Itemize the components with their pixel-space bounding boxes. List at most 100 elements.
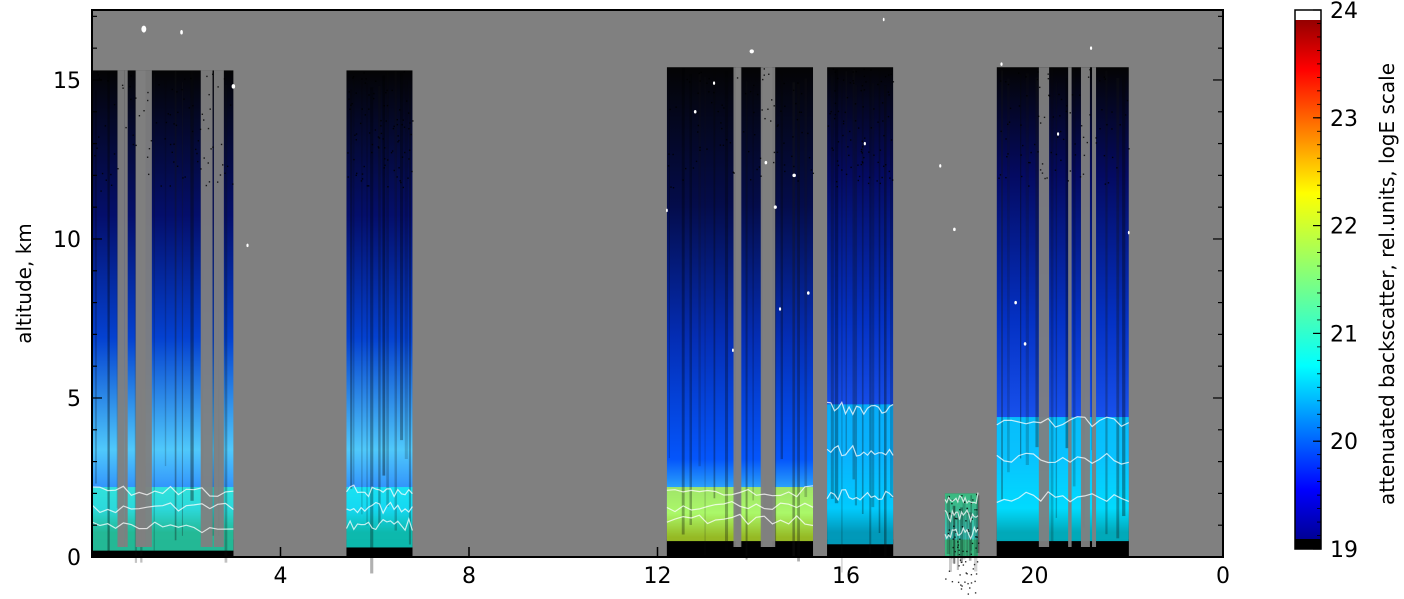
contour-line-5-2 bbox=[944, 508, 979, 524]
noise-dot-1-40 bbox=[105, 179, 107, 181]
noise-dot-6-83 bbox=[1059, 115, 1061, 117]
profile-gap-1-6 bbox=[124, 70, 128, 548]
noise-dot-2-52 bbox=[360, 180, 363, 182]
noise-dot-6-62 bbox=[1026, 95, 1028, 97]
noise-dot-4-20 bbox=[861, 152, 863, 154]
noise-dot-1-36 bbox=[183, 98, 185, 100]
noise-dot-2-10 bbox=[378, 147, 380, 149]
noise-dot-3-84 bbox=[713, 91, 715, 94]
noise-dot-6-55 bbox=[1128, 148, 1130, 150]
noise-dot-3-32 bbox=[773, 151, 776, 154]
contour-line-3-1 bbox=[666, 485, 814, 498]
noise-dot-1-15 bbox=[229, 104, 232, 106]
profile-stripe-1-8 bbox=[164, 79, 167, 467]
noise-dot-1-47 bbox=[98, 136, 100, 138]
noise-dot-2-84 bbox=[363, 72, 365, 74]
noise-dot-5-70 bbox=[951, 502, 953, 505]
noise-dot-2-7 bbox=[386, 104, 389, 107]
noise-dot-6-37 bbox=[1103, 154, 1106, 157]
noise-dot-3-42 bbox=[749, 90, 752, 93]
noise-dot-6-33 bbox=[1028, 185, 1030, 187]
noise-dot-2-20 bbox=[363, 165, 365, 168]
noise-dot-4-64 bbox=[842, 79, 845, 81]
noise-dot-2-21 bbox=[407, 177, 409, 179]
noise-dot-3-46 bbox=[698, 72, 700, 75]
noise-dot-2-34 bbox=[361, 173, 364, 175]
noise-dot-5-39 bbox=[945, 578, 947, 580]
noise-dot-2-53 bbox=[393, 169, 395, 172]
noise-dot-1-70 bbox=[94, 154, 96, 157]
profile-stripe-3-13 bbox=[780, 71, 783, 460]
noise-dot-1-10 bbox=[138, 115, 141, 117]
white-speck-24 bbox=[1127, 230, 1130, 235]
noise-dot-2-50 bbox=[350, 104, 352, 106]
noise-dot-3-51 bbox=[697, 92, 699, 94]
noise-dot-3-69 bbox=[695, 160, 698, 163]
noise-dot-1-26 bbox=[191, 130, 194, 133]
noise-dot-6-64 bbox=[1046, 177, 1048, 179]
profile-stripe-5-10 bbox=[970, 495, 972, 551]
noise-dot-2-81 bbox=[383, 105, 385, 107]
colorbar-tick-label-3: 21 bbox=[1330, 322, 1358, 347]
y-tick-label-3: 10 bbox=[53, 228, 81, 253]
noise-dot-2-66 bbox=[401, 123, 403, 126]
noise-dot-4-47 bbox=[870, 127, 873, 129]
noise-dot-1-45 bbox=[107, 80, 109, 82]
noise-dot-5-2 bbox=[948, 529, 951, 531]
noise-dot-1-20 bbox=[146, 99, 149, 102]
noise-dot-4-16 bbox=[860, 163, 862, 166]
noise-dot-6-24 bbox=[1008, 121, 1011, 123]
profile-stripe-5-1 bbox=[946, 495, 951, 555]
noise-dot-2-70 bbox=[352, 75, 355, 78]
detail-layer bbox=[141, 17, 1130, 353]
profile-stripe-6-5 bbox=[1035, 77, 1039, 448]
noise-dot-1-17 bbox=[147, 91, 149, 94]
noise-dot-6-87 bbox=[1074, 154, 1077, 156]
noise-dot-2-2 bbox=[371, 143, 374, 146]
noise-dot-3-39 bbox=[675, 106, 677, 108]
noise-dot-3-82 bbox=[762, 78, 764, 81]
noise-dot-3-90 bbox=[697, 131, 699, 133]
x-tick-label-3: 12 bbox=[644, 564, 672, 589]
white-speck-18 bbox=[953, 227, 956, 232]
noise-dot-4-56 bbox=[835, 180, 838, 183]
noise-dot-2-77 bbox=[359, 122, 362, 125]
y-tick-label-1: 0 bbox=[67, 546, 81, 571]
profile-stripe-5-11 bbox=[974, 511, 978, 572]
noise-dot-5-54 bbox=[954, 517, 957, 520]
noise-dot-3-25 bbox=[725, 139, 728, 141]
noise-dot-4-81 bbox=[880, 80, 883, 83]
profile-stripe-3-15 bbox=[797, 83, 800, 562]
profile-stripe-3-1 bbox=[668, 81, 670, 459]
noise-dot-3-56 bbox=[798, 111, 801, 113]
noise-dot-1-72 bbox=[181, 88, 183, 91]
white-speck-11 bbox=[773, 205, 777, 209]
noise-dot-4-17 bbox=[832, 68, 835, 70]
noise-dot-1-62 bbox=[130, 75, 132, 77]
profile-stripe-4-5 bbox=[852, 69, 855, 480]
noise-dot-6-41 bbox=[1079, 176, 1082, 178]
noise-dot-4-57 bbox=[873, 154, 875, 156]
noise-dot-2-47 bbox=[407, 112, 410, 114]
noise-dot-2-55 bbox=[355, 92, 357, 94]
noise-dot-4-18 bbox=[850, 166, 852, 169]
noise-dot-2-4 bbox=[352, 77, 354, 79]
profile-stripe-6-4 bbox=[1025, 73, 1029, 466]
noise-dot-2-73 bbox=[396, 119, 398, 121]
profile-gap-1-7 bbox=[213, 70, 224, 548]
noise-dot-4-54 bbox=[852, 71, 854, 73]
noise-dot-4-6 bbox=[873, 108, 875, 110]
noise-dot-6-7 bbox=[1103, 76, 1105, 78]
noise-dot-2-27 bbox=[401, 156, 404, 158]
colorbar-tick-label-2: 20 bbox=[1330, 430, 1358, 455]
noise-dot-6-73 bbox=[1069, 112, 1071, 114]
noise-dot-6-8 bbox=[1020, 124, 1022, 126]
noise-dot-6-80 bbox=[1047, 73, 1049, 75]
noise-dot-4-32 bbox=[868, 176, 871, 179]
noise-dot-3-6 bbox=[771, 99, 773, 101]
noise-dot-1-56 bbox=[219, 174, 222, 176]
noise-dot-5-69 bbox=[976, 561, 979, 563]
noise-dot-3-14 bbox=[812, 172, 815, 175]
noise-dot-5-16 bbox=[966, 573, 968, 575]
noise-dot-3-87 bbox=[749, 179, 752, 181]
